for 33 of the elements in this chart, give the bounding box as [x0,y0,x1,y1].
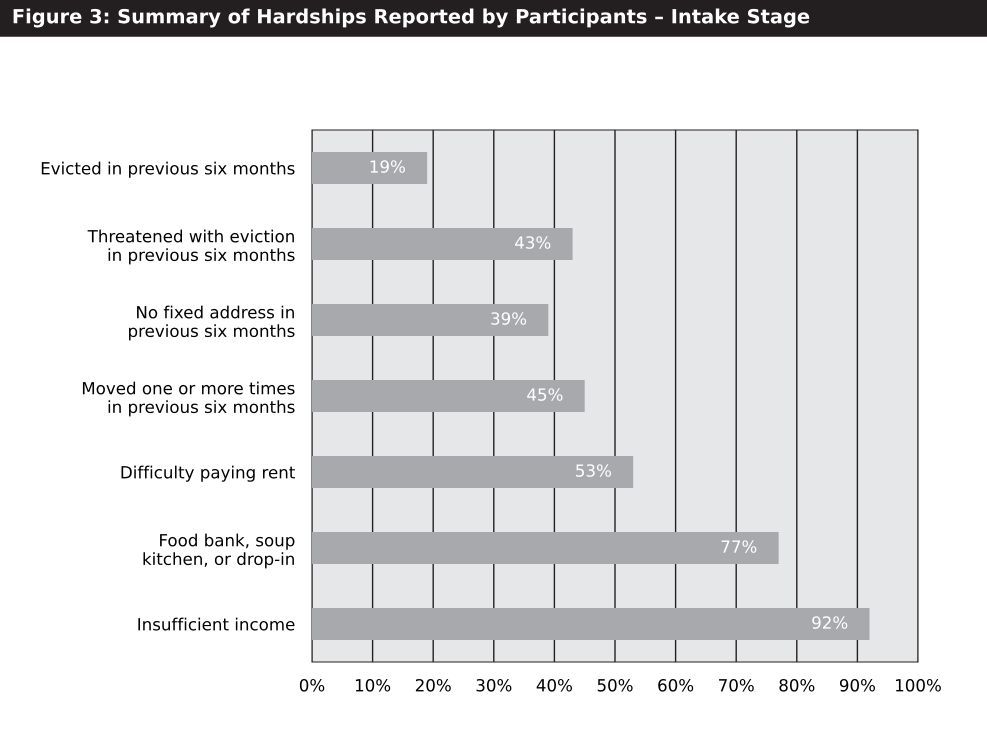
bar [312,532,779,564]
data-label: 53% [576,464,611,477]
data-label: 39% [491,312,526,325]
x-tick-label: 10% [356,678,390,692]
y-tick-label: No fixed address in previous six months [129,306,295,340]
y-tick-label: Difficulty paying rent [122,466,295,482]
x-tick-label: 70% [719,678,754,692]
x-tick-label: 80% [779,678,814,692]
x-tick-label: 40% [536,678,572,692]
x-tick-label: 100% [896,678,941,692]
bar [312,456,634,488]
bar [312,228,573,260]
x-tick-label: 90% [840,678,875,692]
x-tick-label: 20% [416,678,451,692]
x-tick-label: 0% [300,678,324,692]
data-label: 92% [812,616,848,629]
bar [312,380,585,412]
y-tick-label: Threatened with eviction in previous six months [88,230,295,264]
y-tick-label: Evicted in previous six months [42,162,295,178]
y-tick-label: Food bank, soup kitchen, or drop-in [144,534,294,568]
chart-title: Figure 3: Summary of Hardships Reported by Participants – Intake Stage [14,8,810,28]
data-label: 77% [722,540,756,553]
x-tick-label: 60% [658,678,694,692]
bar [312,304,548,336]
data-label: 43% [515,236,550,249]
y-tick-label: Moved one or more times in previous six months [82,382,295,416]
data-label: 19% [370,160,405,173]
x-tick-label: 30% [476,678,512,692]
data-label: 45% [527,388,562,401]
bar [312,152,428,184]
y-tick-label: Insufficient income [138,618,294,631]
x-tick-label: 50% [598,678,633,692]
bar [312,608,870,640]
